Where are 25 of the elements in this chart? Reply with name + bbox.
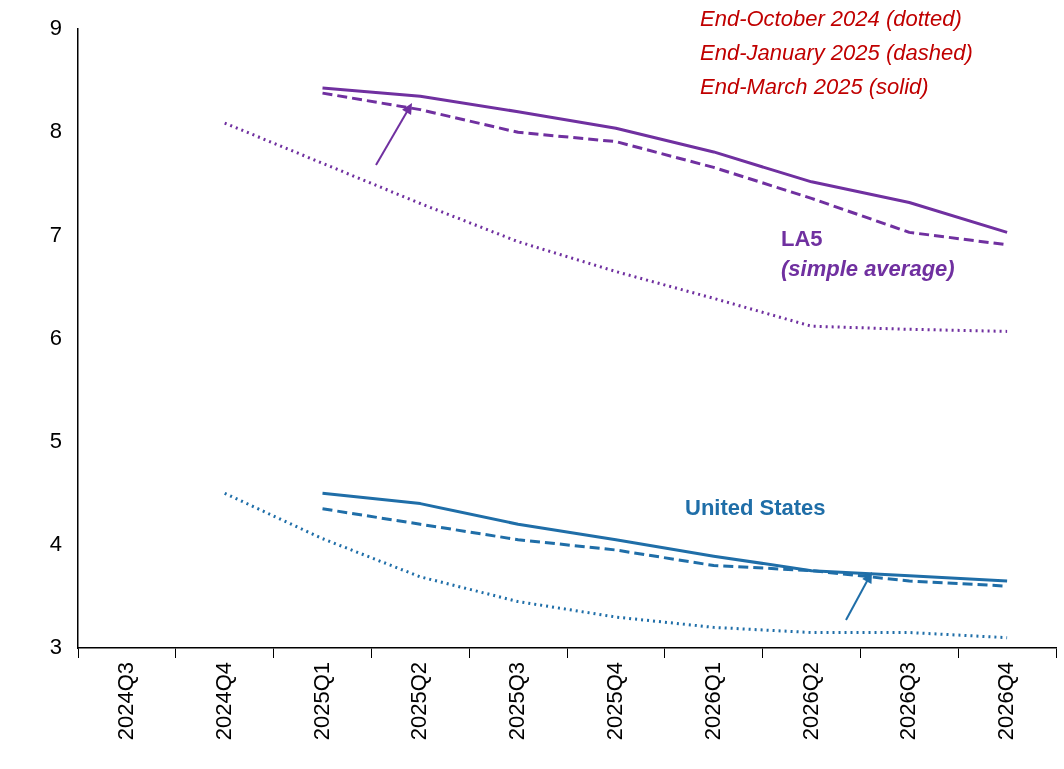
annotation: End-October 2024 (dotted) — [700, 6, 962, 32]
x-tick-label: 2026Q4 — [993, 662, 1019, 741]
y-tick-label: 8 — [49, 118, 62, 144]
annotation: End-March 2025 (solid) — [700, 74, 929, 100]
annotation: (simple average) — [781, 256, 955, 282]
y-tick-label: 3 — [49, 634, 62, 660]
y-tick-label: 9 — [49, 15, 62, 41]
y-tick-label: 7 — [49, 221, 62, 247]
x-tick-label: 2026Q1 — [699, 662, 725, 741]
x-tick-label: 2025Q1 — [308, 662, 334, 741]
x-tick-label: 2025Q4 — [601, 662, 627, 741]
x-tick-label: 2025Q3 — [504, 662, 530, 741]
line-series — [223, 121, 1009, 333]
x-tick-label: 2026Q3 — [895, 662, 921, 741]
x-tick-label: 2024Q4 — [210, 662, 236, 741]
x-tick-label: 2025Q2 — [406, 662, 432, 741]
y-tick-label: 5 — [49, 427, 62, 453]
annotation: LA5 — [781, 226, 823, 252]
y-tick-label: 6 — [49, 324, 62, 350]
y-tick-label: 4 — [49, 530, 62, 556]
line-series — [223, 491, 1009, 640]
x-tick-label: 2026Q2 — [797, 662, 823, 741]
annotation: End-January 2025 (dashed) — [700, 40, 973, 66]
x-tick-label: 2024Q3 — [112, 662, 138, 741]
annotation: United States — [685, 495, 826, 521]
